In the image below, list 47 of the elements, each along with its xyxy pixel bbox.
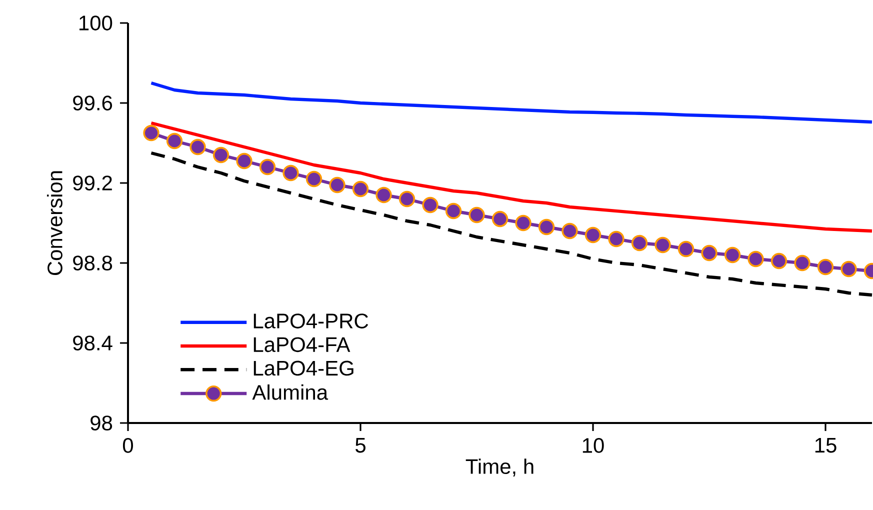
point (701, 244, 718, 262)
point (631, 234, 648, 252)
x-tick-label: 0 (122, 438, 134, 453)
point (166, 132, 183, 150)
point (724, 246, 741, 264)
legend-label: LaPO4-EG (254, 360, 354, 376)
y-axis-title: Conversion (46, 171, 62, 276)
point (259, 158, 276, 176)
point (608, 230, 624, 248)
point (654, 236, 671, 254)
point (678, 240, 694, 258)
point (236, 152, 252, 170)
point (492, 210, 508, 228)
y-tick-label: 99.2 (73, 176, 112, 190)
point (329, 176, 346, 194)
point (748, 250, 764, 268)
point (143, 124, 160, 142)
point (840, 260, 857, 278)
x-tick-label: 5 (356, 438, 366, 453)
point (584, 226, 602, 244)
point (515, 214, 532, 232)
point (282, 164, 299, 182)
point (445, 202, 462, 220)
point (794, 254, 810, 272)
point (468, 206, 485, 224)
x-tick-label: 10 (582, 438, 604, 453)
point (398, 190, 416, 208)
y-tick-label: 98.8 (73, 256, 112, 270)
point (376, 186, 392, 204)
point (352, 180, 369, 198)
point (306, 170, 322, 188)
x-axis-title: Time, h (466, 458, 534, 476)
legend-label: Alumina (252, 384, 328, 400)
point (817, 258, 834, 276)
legend-label: LaPO4-FA (254, 337, 350, 352)
point (212, 146, 230, 164)
y-tick-label: 99.6 (73, 96, 112, 110)
point (422, 196, 438, 214)
y-tick-label: 100 (80, 16, 112, 30)
point (770, 252, 788, 270)
point (538, 218, 555, 236)
legend-label: LaPO4-PRC (254, 314, 368, 328)
y-tick-label: 98.4 (73, 336, 112, 350)
x-tick-label: 15 (815, 438, 836, 453)
y-tick-label: 98 (90, 416, 112, 430)
point (562, 222, 578, 240)
point (190, 138, 206, 156)
